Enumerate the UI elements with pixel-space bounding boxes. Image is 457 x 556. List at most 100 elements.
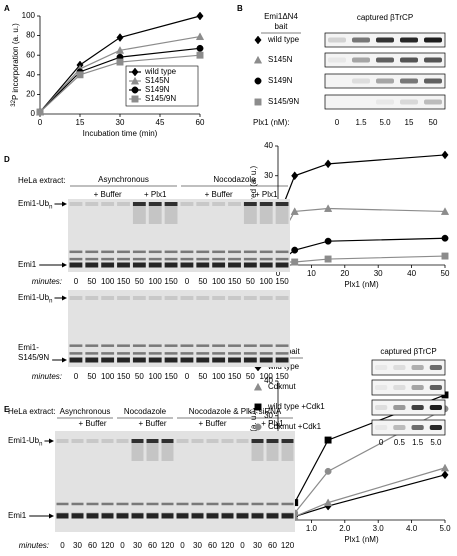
gel-band [212,352,226,355]
minutes-label: minutes: [32,372,62,381]
band-label: Emi1 [18,260,37,269]
lane-label: 100 [260,277,274,286]
lane-label: 50 [135,372,144,381]
y-tick-label: 100 [22,11,36,20]
blot-band [411,385,424,390]
treatment-label: + Buffer [205,190,233,199]
gel-band [212,257,226,261]
lane-label: 120 [101,541,115,550]
y-tick-label: 20 [26,90,35,99]
lane-label: 150 [275,277,289,286]
gel-band [275,357,289,363]
arrow-head [49,438,54,444]
gel-band [131,502,144,506]
treatment-label: + Plx1 [255,190,278,199]
gel-band [116,513,129,519]
legend-label: S145/9N [145,94,176,103]
gel-band [164,357,178,363]
blot-band [429,385,442,390]
gel-band [228,202,241,206]
gel-band [221,513,234,519]
gel-band [131,512,144,516]
gel-band [266,513,279,519]
gel-band [191,513,204,519]
blot-band [411,405,424,410]
gel-band [85,352,99,355]
blot-band [400,99,418,105]
lane-label: 5.0 [430,438,442,447]
gel-band [132,257,146,261]
y-tick-label: 80 [26,31,35,40]
treatment-label: + Buffer [198,419,226,428]
marker [291,246,299,254]
blot-band [352,57,370,63]
marker [324,159,332,169]
gel-band [259,257,273,261]
blot-strip [371,399,446,416]
gel-band [243,344,257,347]
gel-smear [148,206,162,224]
gel-band [117,352,130,355]
gel-band [228,357,241,363]
gel-band [71,513,84,519]
lane-label: 100 [149,372,163,381]
gel-band [117,202,130,206]
blot-band [400,78,418,84]
gel-band [56,513,69,519]
arrow-head [62,201,67,207]
gel-smear [259,206,273,224]
lane-label: 60 [268,541,277,550]
gel-band [101,513,114,519]
blot-band [376,37,394,43]
group-label: Nocodazole & Plk1 siRNA [189,407,282,416]
gel-band [69,296,83,300]
gel-band [281,502,294,506]
lane-label: 150 [117,277,131,286]
gel-band [101,512,114,516]
gel-band [251,502,264,506]
gel-band [206,512,219,516]
legend-label: S145N [268,55,293,64]
gel-band [266,502,279,506]
gel-band [101,202,115,206]
gel-band [132,202,146,206]
gel-band [281,512,294,516]
x-tick-label: 20 [340,269,349,278]
blot-band [375,405,388,410]
gel-band [259,296,273,300]
legend-label: wild type [267,35,300,44]
band-label-sub: n [39,441,42,447]
gel-band [164,250,178,254]
gel-band [243,257,257,261]
lane-label: 50 [429,118,438,127]
lane-label: 100 [260,372,274,381]
gel-band [196,262,210,268]
marker [441,234,449,242]
gel-smear [164,206,178,224]
gel-band [148,250,162,254]
group-label: Asynchronous [60,407,111,416]
x-axis-label: Incubation time (min) [83,129,158,138]
gel-band [275,257,289,261]
gel-band [212,344,226,347]
gel-band [132,352,146,355]
marker [441,150,449,160]
lane-label: 0 [185,277,190,286]
gel-band [228,296,241,300]
minutes-label: minutes: [32,277,62,286]
gel-band [259,352,273,355]
gel-band [69,202,83,206]
band-label: Emi1-Ubn [18,293,52,304]
blot-band [424,37,442,43]
marker [116,58,124,66]
lane-label: 0 [185,372,190,381]
gel-band [243,296,257,300]
gel-band [148,352,162,355]
marker [323,204,333,212]
gel-band [236,512,249,516]
marker [324,436,332,444]
gel-band [228,352,241,355]
marker [291,171,299,181]
lane-label: 100 [212,372,226,381]
